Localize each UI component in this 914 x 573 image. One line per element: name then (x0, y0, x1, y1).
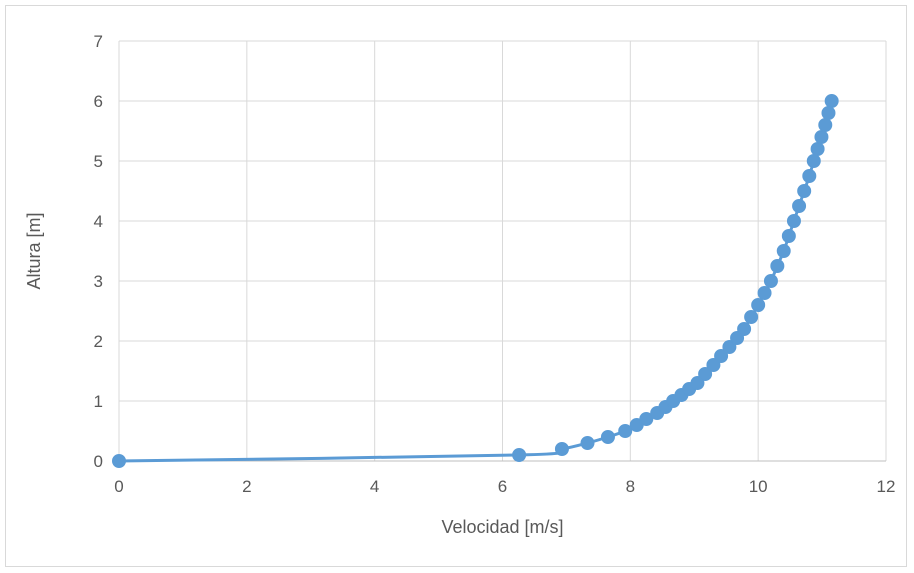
x-tick-label: 10 (749, 477, 768, 496)
data-point (797, 184, 812, 198)
data-point (781, 229, 796, 243)
y-tick-label: 6 (94, 92, 103, 111)
data-point (824, 94, 839, 108)
series-layer (112, 94, 839, 468)
data-point (639, 412, 654, 426)
y-tick-label: 4 (94, 212, 103, 231)
data-point (722, 340, 737, 354)
y-tick-label: 5 (94, 152, 103, 171)
y-axis-title: Altura [m] (24, 212, 44, 289)
data-point (802, 169, 817, 183)
gridlines (118, 40, 887, 462)
data-point (737, 322, 752, 336)
data-point (806, 154, 821, 168)
data-point (770, 259, 785, 273)
y-tick-label: 7 (94, 32, 103, 51)
data-point (512, 448, 527, 462)
data-point (814, 130, 829, 144)
data-point (818, 118, 833, 132)
data-point (751, 298, 766, 312)
data-point (706, 358, 721, 372)
data-point (786, 214, 801, 228)
data-point (698, 367, 713, 381)
x-tick-label: 2 (242, 477, 251, 496)
data-point (618, 424, 633, 438)
data-point (810, 142, 825, 156)
y-tick-label: 0 (94, 452, 103, 471)
data-point (600, 430, 615, 444)
y-tick-label: 1 (94, 392, 103, 411)
x-tick-label: 8 (626, 477, 635, 496)
data-point (763, 274, 778, 288)
x-axis-title: Velocidad [m/s] (441, 517, 563, 537)
data-point (821, 106, 836, 120)
data-point (580, 436, 595, 450)
data-point (554, 442, 569, 456)
data-point (792, 199, 807, 213)
x-tick-label: 12 (877, 477, 896, 496)
data-point (112, 454, 126, 468)
x-tick-label: 4 (370, 477, 379, 496)
data-point (757, 286, 772, 300)
x-tick-label: 0 (114, 477, 123, 496)
data-point (690, 376, 705, 390)
chart-area: 0 2 4 6 8 10 12 0 1 2 3 4 5 6 7 Velocidad [m/s] Altura… (5, 5, 907, 567)
y-tick-label: 2 (94, 332, 103, 351)
data-point (744, 310, 759, 324)
data-point (714, 349, 729, 363)
data-point (776, 244, 791, 258)
y-tick-label: 3 (94, 272, 103, 291)
x-tick-label: 6 (498, 477, 507, 496)
